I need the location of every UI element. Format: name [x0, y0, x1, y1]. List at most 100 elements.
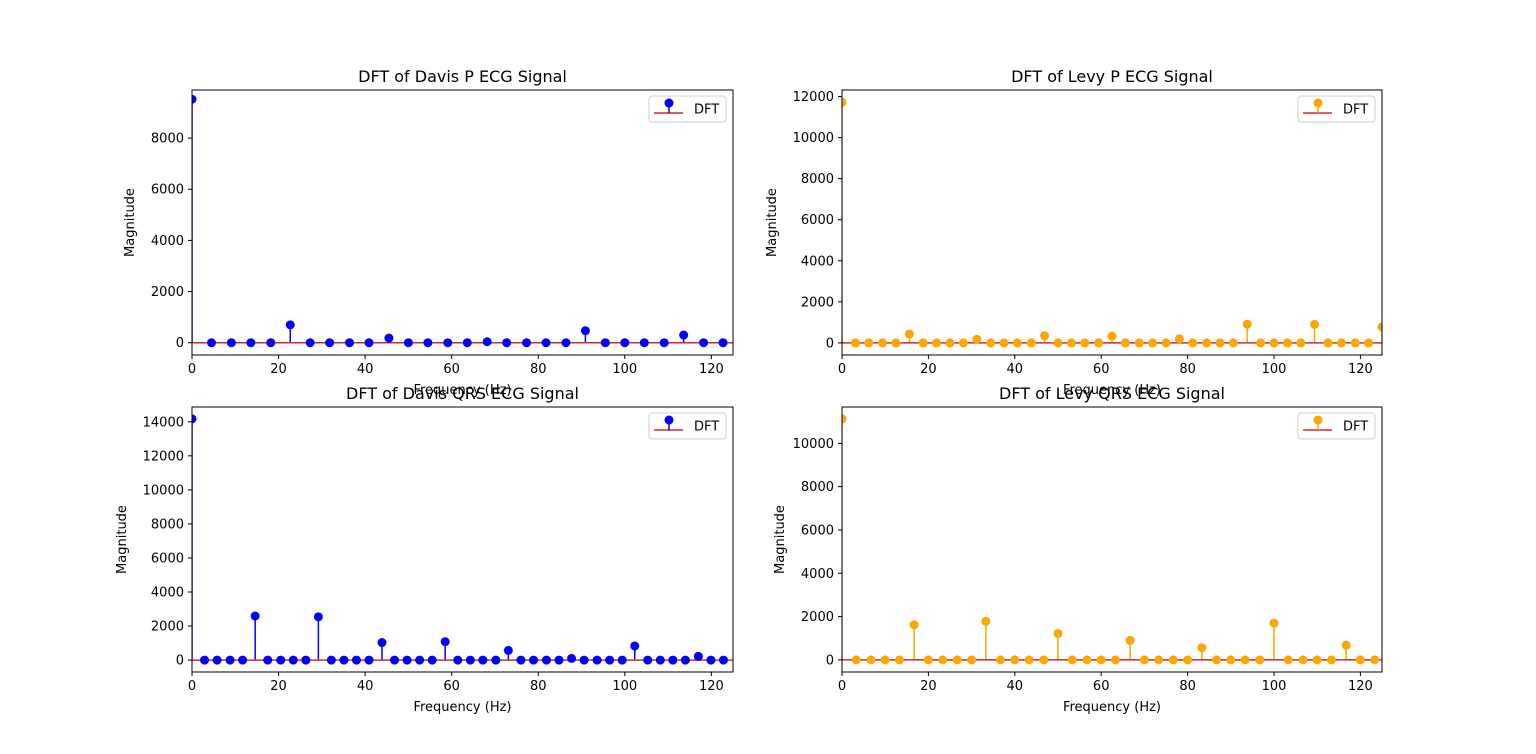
stem-marker — [1336, 338, 1346, 348]
stem-marker — [1326, 655, 1336, 665]
stem-marker — [1269, 338, 1279, 348]
y-tick-label: 2000 — [151, 620, 184, 635]
stem-marker — [1355, 655, 1365, 665]
x-tick-label: 60 — [443, 679, 460, 694]
stem-marker — [516, 655, 526, 665]
stem-marker — [313, 612, 323, 622]
y-tick-label: 6000 — [801, 523, 834, 538]
stem-marker — [482, 337, 492, 347]
x-tick-label: 40 — [1007, 362, 1024, 377]
x-tick-label: 0 — [838, 362, 846, 377]
stem-marker — [1125, 635, 1135, 645]
stem-marker — [1039, 655, 1049, 665]
y-axis-label: Magnitude — [773, 505, 788, 574]
stem-marker — [246, 338, 256, 348]
stem-marker — [443, 338, 453, 348]
stem-marker — [465, 655, 475, 665]
stem-marker — [503, 645, 513, 655]
stem-marker — [1197, 643, 1207, 653]
stem-marker — [668, 655, 678, 665]
y-axis-label: Magnitude — [765, 188, 780, 257]
stem-marker — [200, 655, 210, 665]
axes-frame — [191, 406, 734, 673]
stem-marker — [351, 655, 361, 665]
stem-marker — [718, 655, 728, 665]
stem-marker — [592, 655, 602, 665]
x-tick-label: 80 — [530, 362, 547, 377]
stem-marker — [1026, 338, 1036, 348]
stem-marker — [952, 655, 962, 665]
y-tick-label: 4000 — [801, 254, 834, 269]
stem-marker — [579, 655, 589, 665]
stem-marker — [1298, 655, 1308, 665]
stem-marker — [453, 655, 463, 665]
x-tick-label: 20 — [920, 362, 937, 377]
axes-frame — [191, 89, 734, 356]
legend: DFT — [1297, 95, 1376, 123]
stem-marker — [938, 655, 948, 665]
stem-marker — [266, 338, 276, 348]
stem-marker — [1240, 655, 1250, 665]
y-tick-label: 14000 — [143, 415, 184, 430]
stem-marker — [192, 414, 197, 424]
x-axis-label: Frequency (Hz) — [1063, 700, 1161, 715]
x-tick-label: 40 — [1007, 679, 1024, 694]
y-axis-label: Magnitude — [115, 505, 130, 574]
stem-marker — [718, 338, 728, 348]
x-tick-label: 20 — [920, 679, 937, 694]
stem-marker — [1202, 338, 1212, 348]
legend-label: DFT — [694, 103, 719, 118]
axes-frame — [841, 89, 1383, 356]
x-tick-label: 100 — [612, 679, 637, 694]
stem-marker — [1364, 338, 1374, 348]
subplot-3: DFT of Davis QRS ECG Signal 0 20 40 60 80 100 1… — [115, 384, 734, 715]
stem-marker — [1161, 338, 1171, 348]
stem-marker — [639, 338, 649, 348]
stem-marker — [891, 338, 901, 348]
x-axis-label: Frequency (Hz) — [413, 383, 511, 398]
stem-marker — [345, 338, 355, 348]
stem-marker — [909, 620, 919, 630]
subplot-title: DFT of Levy QRS ECG Signal — [999, 384, 1225, 403]
stem-marker — [958, 338, 968, 348]
stem-marker — [561, 338, 571, 348]
y-tick-label: 0 — [176, 336, 184, 351]
stem-marker — [402, 655, 412, 665]
y-tick-label: 2000 — [801, 610, 834, 625]
stem-marker — [212, 655, 222, 665]
stem-marker — [1341, 640, 1351, 650]
stem-marker — [918, 338, 928, 348]
stem-marker — [680, 655, 690, 665]
stem-marker — [1134, 338, 1144, 348]
stem-marker — [1226, 655, 1236, 665]
x-tick-label: 40 — [357, 679, 374, 694]
stem-marker — [1082, 655, 1092, 665]
y-tick-label: 0 — [826, 653, 834, 668]
x-tick-label: 120 — [1348, 362, 1373, 377]
stem-marker — [326, 655, 336, 665]
stem-marker — [206, 338, 216, 348]
stem-marker — [659, 338, 669, 348]
stem-marker — [1066, 338, 1076, 348]
x-tick-label: 20 — [270, 362, 287, 377]
stem-marker — [301, 655, 311, 665]
stem-marker — [325, 338, 335, 348]
stem-marker — [415, 655, 425, 665]
stem-marker — [923, 655, 933, 665]
stem-marker — [1040, 331, 1050, 341]
legend-label: DFT — [694, 420, 719, 435]
stem-marker — [1139, 655, 1149, 665]
stem-marker — [864, 338, 874, 348]
stem-marker — [981, 616, 991, 626]
stem-marker — [1080, 338, 1090, 348]
legend: DFT — [648, 412, 727, 440]
y-tick-label: 0 — [176, 654, 184, 669]
plot-area — [842, 414, 1382, 665]
y-tick-label: 10000 — [793, 437, 834, 452]
stem-marker — [263, 655, 273, 665]
subplot-4: DFT of Levy QRS ECG Signal 0 20 40 60 80 100 12… — [773, 384, 1383, 715]
stem-marker — [567, 653, 577, 663]
x-axis-label: Frequency (Hz) — [1063, 383, 1161, 398]
stem-marker — [250, 611, 260, 621]
